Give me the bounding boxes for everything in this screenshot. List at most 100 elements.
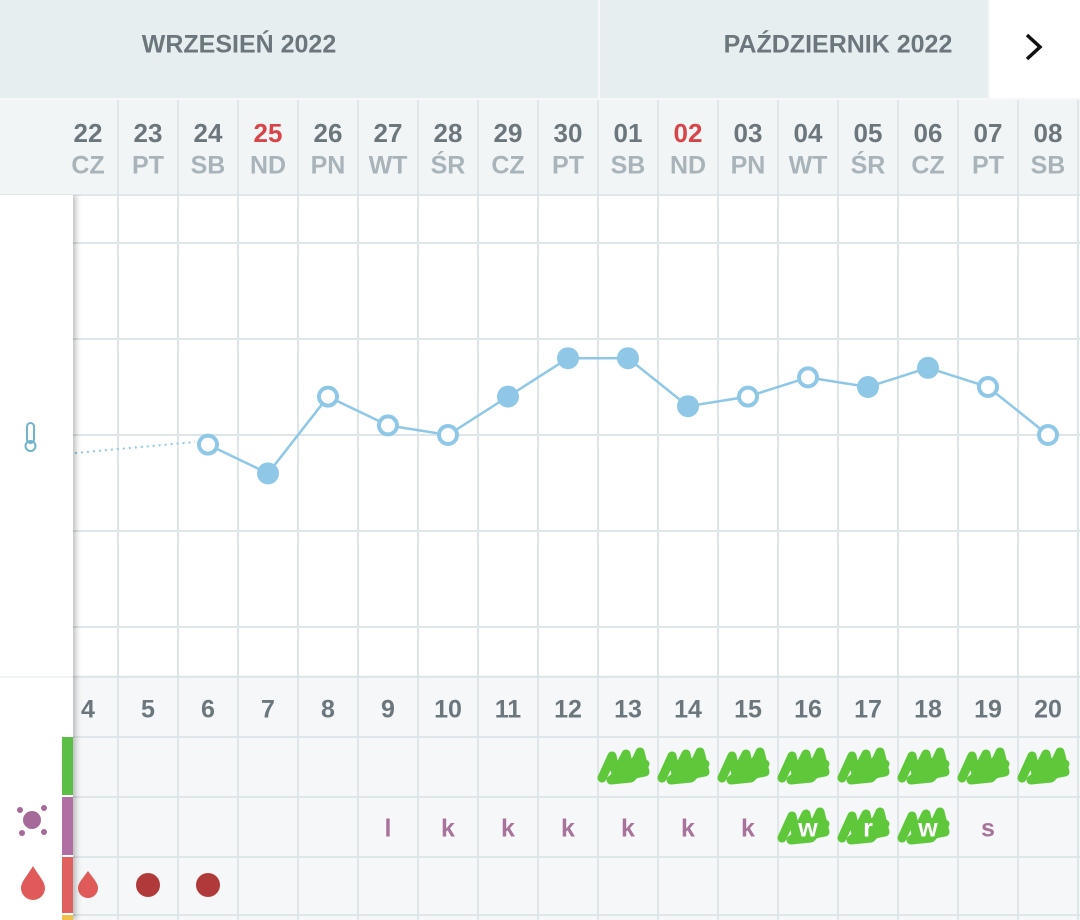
weekday: ND bbox=[250, 152, 286, 180]
weekday: SB bbox=[191, 152, 226, 180]
fertile-mark bbox=[657, 747, 710, 785]
temperature-point bbox=[857, 376, 879, 398]
cycle-day: 14 bbox=[674, 696, 702, 724]
cycle-day: 13 bbox=[614, 696, 642, 724]
icon-part bbox=[19, 830, 25, 836]
icon-part bbox=[23, 811, 41, 829]
mucus-highlight bbox=[837, 807, 890, 845]
cycle-day: 9 bbox=[381, 696, 395, 724]
cycle-day: 10 bbox=[434, 696, 462, 724]
cycle-day: 11 bbox=[495, 696, 522, 724]
weekday: PN bbox=[731, 152, 766, 180]
fertile-mark bbox=[717, 747, 770, 785]
fertile-mark bbox=[1017, 747, 1070, 785]
temperature-point bbox=[257, 462, 279, 485]
mucus-label: r bbox=[863, 815, 873, 843]
mucus-label: k bbox=[681, 815, 695, 843]
fertile-strip bbox=[62, 737, 73, 795]
mucus-label: w bbox=[917, 815, 938, 843]
cycle-day: 18 bbox=[914, 696, 942, 724]
weekday: SB bbox=[1031, 152, 1066, 180]
next-button[interactable] bbox=[990, 0, 1080, 98]
bleeding-strip bbox=[62, 857, 73, 913]
temperature-point bbox=[917, 356, 939, 379]
day-number: 01 bbox=[614, 118, 643, 148]
bleeding-icon bbox=[21, 866, 45, 900]
side-panel bbox=[0, 195, 73, 920]
icon-part bbox=[24, 440, 37, 452]
temperature-point bbox=[677, 395, 699, 418]
cycle-day: 16 bbox=[794, 696, 822, 724]
icon-part bbox=[41, 805, 47, 811]
mucus-label: w bbox=[797, 815, 818, 843]
next-arrow[interactable] bbox=[1025, 33, 1043, 61]
weekday: PT bbox=[552, 152, 584, 180]
cycle-day: 6 bbox=[201, 696, 215, 724]
fertile-mark bbox=[957, 747, 1010, 785]
weekday: WT bbox=[369, 152, 408, 180]
day-number: 24 bbox=[194, 118, 223, 148]
next-button-bg[interactable] bbox=[990, 0, 1080, 98]
weekday: ND bbox=[670, 152, 706, 180]
mucus-label: k bbox=[561, 815, 575, 843]
temperature-point bbox=[197, 433, 219, 456]
day-number: 06 bbox=[914, 118, 943, 148]
cycle-day: 15 bbox=[734, 696, 762, 724]
day-number: 30 bbox=[554, 118, 583, 148]
day-number: 04 bbox=[794, 118, 823, 148]
temperature-point bbox=[557, 347, 579, 370]
day-number: 27 bbox=[374, 118, 403, 148]
mucus-highlight bbox=[777, 807, 830, 845]
temperature-point bbox=[977, 376, 999, 398]
fertile-mark bbox=[777, 747, 830, 785]
cycle-day: 19 bbox=[974, 696, 1002, 724]
mucus-icon bbox=[17, 805, 47, 836]
weekday: PT bbox=[972, 152, 1004, 180]
weekday: CZ bbox=[911, 152, 944, 180]
thermometer-icon bbox=[24, 422, 37, 452]
bleeding-dot bbox=[136, 873, 160, 897]
cycle-day: 7 bbox=[261, 696, 275, 724]
mucus-highlight bbox=[897, 807, 950, 845]
temperature-point bbox=[1037, 424, 1059, 446]
mucus-label: l bbox=[385, 815, 392, 843]
day-number: 07 bbox=[974, 118, 1003, 148]
temperature-point bbox=[317, 385, 339, 408]
fertile-mark bbox=[597, 747, 650, 785]
mucus-label: k bbox=[621, 815, 635, 843]
day-number: 03 bbox=[734, 118, 763, 148]
day-number: 28 bbox=[434, 118, 463, 148]
day-number: 23 bbox=[134, 118, 163, 148]
temperature-point bbox=[437, 424, 459, 446]
icon-part bbox=[41, 829, 47, 835]
icon-part bbox=[26, 422, 35, 444]
mucus-label: k bbox=[741, 815, 755, 843]
day-number: 02 bbox=[674, 118, 703, 148]
extra-strip bbox=[62, 915, 73, 920]
cycle-day: 5 bbox=[141, 696, 155, 724]
weekday: ŚR bbox=[851, 150, 886, 180]
cycle-day: 4 bbox=[81, 696, 95, 724]
day-number: 05 bbox=[854, 118, 883, 148]
weekday: ŚR bbox=[431, 150, 466, 180]
month-band bbox=[600, 0, 988, 98]
previous-trend bbox=[74, 441, 196, 454]
bleeding-dot bbox=[196, 873, 220, 897]
temperature-point bbox=[797, 366, 819, 389]
day-number: 25 bbox=[254, 118, 283, 148]
cycle-day: 20 bbox=[1034, 696, 1062, 724]
mucus-strip bbox=[62, 797, 73, 855]
weekday: PT bbox=[132, 152, 164, 180]
weekday: WT bbox=[789, 152, 828, 180]
weekday: PN bbox=[311, 152, 346, 180]
weekday: SB bbox=[611, 152, 646, 180]
weekday: CZ bbox=[491, 152, 524, 180]
fertile-mark bbox=[837, 747, 890, 785]
temperature-point bbox=[737, 385, 759, 408]
mucus-label: k bbox=[501, 815, 515, 843]
weekday: CZ bbox=[71, 152, 104, 180]
day-number: 26 bbox=[314, 118, 343, 148]
mucus-label: k bbox=[441, 815, 455, 843]
